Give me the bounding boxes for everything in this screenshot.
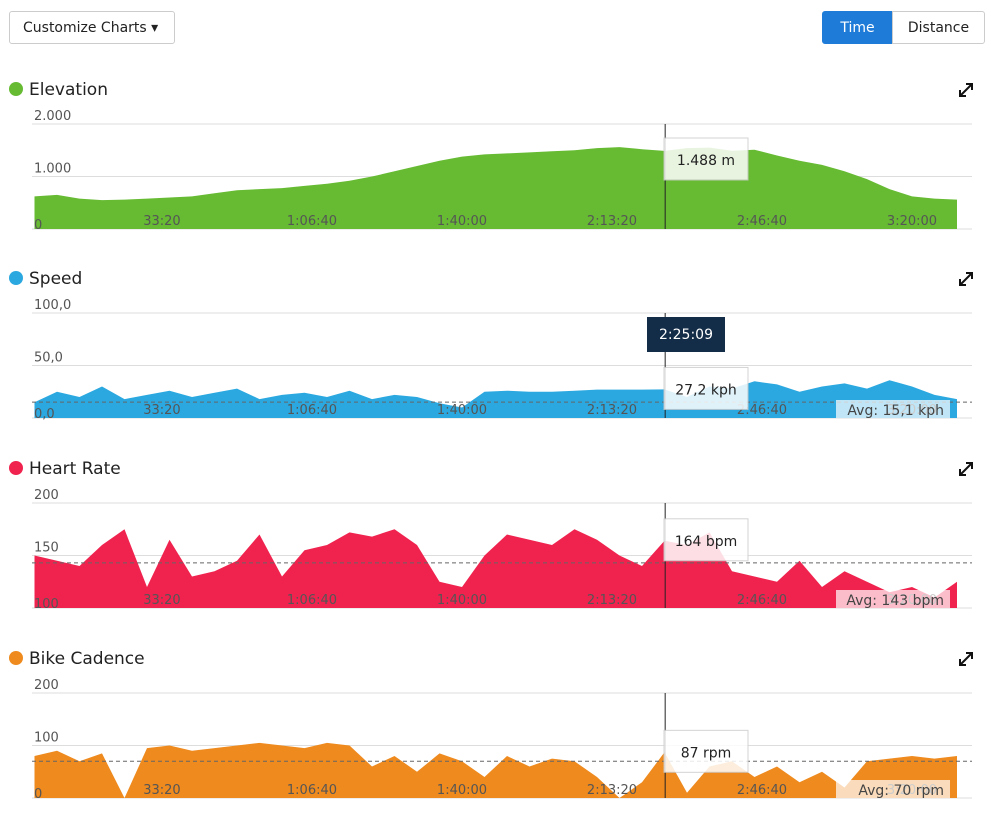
x-tick-label: 1:40:00 bbox=[437, 783, 487, 798]
x-tick-label: 33:20 bbox=[143, 783, 180, 798]
time-toggle[interactable]: Time bbox=[822, 11, 893, 44]
tooltip-box bbox=[663, 137, 749, 181]
chart-title: Bike Cadence bbox=[29, 649, 145, 669]
x-tick-label: 2:46:40 bbox=[737, 783, 787, 798]
expand-icon bbox=[959, 272, 973, 286]
legend-dot bbox=[9, 271, 23, 285]
area-series bbox=[34, 380, 957, 418]
chart-title: Speed bbox=[29, 269, 82, 289]
tooltip-box bbox=[663, 729, 749, 773]
x-tick-label: 2:46:40 bbox=[737, 593, 787, 608]
legend-dot bbox=[9, 82, 23, 96]
y-tick-label: 1.000 bbox=[34, 162, 71, 177]
customize-button[interactable]: Customize Charts ▾ bbox=[9, 11, 175, 44]
x-tick-label: 1:40:00 bbox=[437, 403, 487, 418]
average-label: Avg: 143 bpm bbox=[846, 593, 944, 609]
x-tick-label: 2:13:20 bbox=[587, 214, 637, 229]
x-tick-label: 1:06:40 bbox=[287, 783, 337, 798]
y-tick-label: 100 bbox=[34, 731, 59, 746]
x-tick-label: 3:20:00 bbox=[887, 593, 937, 608]
area-series bbox=[34, 742, 957, 798]
x-tick-label: 2:13:20 bbox=[587, 403, 637, 418]
y-tick-label: 0 bbox=[34, 787, 42, 802]
x-tick-label: 1:06:40 bbox=[287, 593, 337, 608]
x-tick-label: 3:20:00 bbox=[887, 403, 937, 418]
x-tick-label: 1:40:00 bbox=[437, 214, 487, 229]
tooltip-value: 164 bpm bbox=[675, 534, 738, 550]
x-tick-label: 3:20:00 bbox=[887, 214, 937, 229]
area-series bbox=[34, 147, 957, 229]
tooltip-value: 27,2 kph bbox=[675, 382, 737, 398]
time-badge-label: 2:25:09 bbox=[659, 327, 713, 343]
y-tick-label: 2.000 bbox=[34, 109, 71, 124]
average-label-bg bbox=[836, 590, 950, 608]
x-tick-label: 2:13:20 bbox=[587, 593, 637, 608]
y-tick-label: 0,0 bbox=[34, 407, 55, 422]
chart-title: Heart Rate bbox=[29, 459, 121, 479]
y-tick-label: 200 bbox=[34, 678, 59, 693]
x-tick-label: 33:20 bbox=[143, 403, 180, 418]
average-label: Avg: 70 rpm bbox=[858, 783, 944, 799]
x-tick-label: 1:40:00 bbox=[437, 593, 487, 608]
distance-toggle[interactable]: Distance bbox=[892, 11, 985, 44]
x-tick-label: 33:20 bbox=[143, 593, 180, 608]
y-tick-label: 0 bbox=[34, 218, 42, 233]
average-label: Avg: 15,1 kph bbox=[847, 403, 944, 419]
y-tick-label: 150 bbox=[34, 541, 59, 556]
x-tick-label: 2:46:40 bbox=[737, 214, 787, 229]
area-series bbox=[34, 529, 957, 608]
x-tick-label: 3:20:00 bbox=[887, 783, 937, 798]
expand-icon bbox=[959, 652, 973, 666]
average-label-bg bbox=[836, 400, 950, 418]
time-badge bbox=[647, 317, 725, 352]
tooltip-box bbox=[663, 366, 749, 410]
expand-icon bbox=[959, 83, 973, 97]
x-tick-label: 33:20 bbox=[143, 214, 180, 229]
legend-dot bbox=[9, 651, 23, 665]
tooltip-value: 87 rpm bbox=[681, 745, 732, 761]
legend-dot bbox=[9, 461, 23, 475]
y-tick-label: 100 bbox=[34, 597, 59, 612]
tooltip-value: 1.488 m bbox=[677, 153, 735, 169]
x-tick-label: 2:46:40 bbox=[737, 403, 787, 418]
x-tick-label: 1:06:40 bbox=[287, 214, 337, 229]
average-label-bg bbox=[836, 780, 950, 798]
y-tick-label: 200 bbox=[34, 488, 59, 503]
y-tick-label: 100,0 bbox=[34, 298, 71, 313]
x-tick-label: 2:13:20 bbox=[587, 783, 637, 798]
tooltip-box bbox=[663, 518, 749, 562]
x-tick-label: 1:06:40 bbox=[287, 403, 337, 418]
chart-title: Elevation bbox=[29, 80, 108, 100]
expand-icon bbox=[959, 462, 973, 476]
button-label: Customize Charts bbox=[23, 20, 147, 36]
y-tick-label: 50,0 bbox=[34, 351, 63, 366]
